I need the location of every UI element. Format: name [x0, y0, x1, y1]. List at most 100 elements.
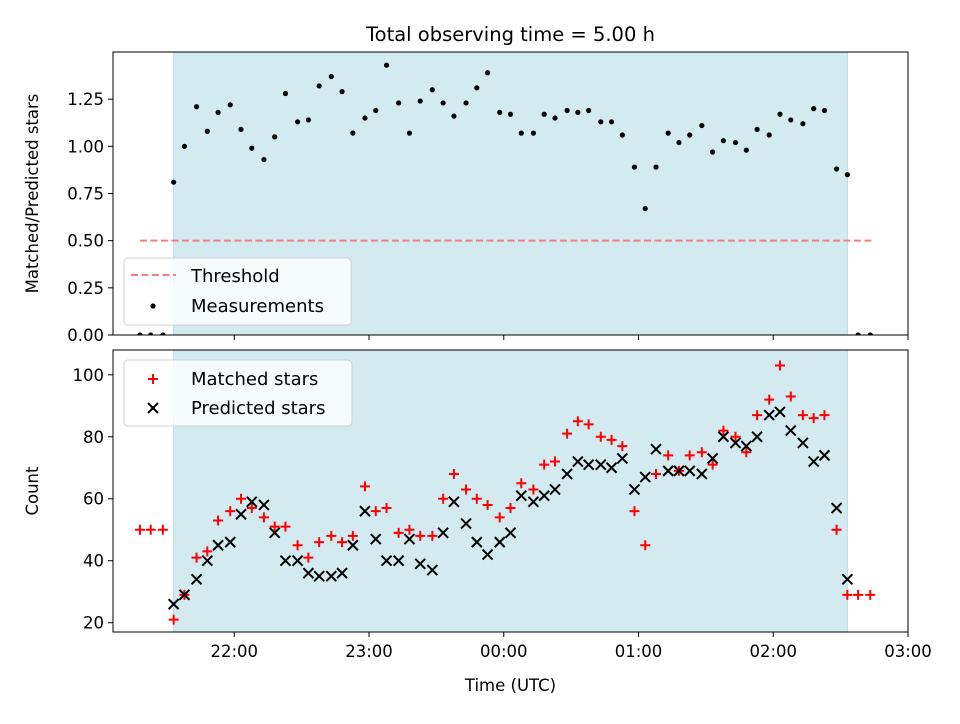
legend: Threshold Measurements — [123, 257, 352, 326]
measurement-point — [833, 166, 840, 172]
predicted-star-point — [481, 548, 494, 561]
measurement-point — [148, 332, 154, 335]
matched-star-point — [202, 546, 213, 557]
matched-star-point — [157, 524, 168, 535]
measurement-point — [440, 100, 446, 106]
matched-star-point — [764, 394, 775, 405]
legend-matched-swatch — [148, 374, 158, 384]
matched-star-point — [865, 589, 876, 600]
predicted-star-point — [582, 458, 595, 471]
matched-star-point — [404, 524, 415, 535]
matched-star-point — [246, 503, 257, 514]
legend-box — [123, 257, 352, 326]
measurement-point — [362, 115, 368, 121]
measurement-point — [653, 164, 659, 170]
matched-star-point — [381, 503, 392, 514]
chart-title: Total observing time = 5.00 h — [365, 23, 655, 46]
matched-star-point — [359, 481, 370, 492]
predicted-star-point — [774, 406, 786, 418]
measurement-point — [282, 90, 289, 97]
y-tick-label: 0.00 — [67, 326, 104, 345]
series-predicted-stars — [167, 406, 854, 610]
matched-star-point — [696, 447, 707, 458]
y-tick-label: 20 — [83, 614, 104, 633]
matched-star-point — [269, 521, 280, 532]
axes-frame — [112, 349, 909, 633]
measurement-point — [710, 149, 716, 155]
matched-star-point — [831, 524, 842, 535]
y-tick-label: 100 — [73, 366, 105, 385]
matched-star-point — [562, 428, 573, 439]
measurement-point — [339, 89, 345, 95]
measurement-point — [429, 87, 435, 93]
matched-star-point — [752, 410, 763, 421]
measurement-point — [406, 130, 413, 136]
measurement-point — [305, 117, 311, 123]
matched-star-point — [516, 478, 527, 489]
matched-star-point — [292, 540, 303, 551]
matched-star-point — [168, 614, 179, 625]
x-tick-label: 00:00 — [480, 642, 528, 661]
matched-star-point — [505, 503, 516, 514]
measurement-point — [484, 70, 491, 76]
measurement-point — [743, 147, 749, 153]
measurement-point — [575, 109, 581, 115]
x-tick-label: 22:00 — [210, 642, 258, 661]
legend-predicted-swatch — [147, 402, 159, 414]
predicted-star-point — [696, 468, 708, 480]
matched-star-point — [819, 410, 830, 421]
predicted-star-point — [785, 424, 797, 437]
measurement-point — [552, 115, 558, 121]
predicted-star-point — [347, 539, 359, 551]
measurement-point — [855, 332, 861, 335]
matched-star-point — [684, 450, 695, 461]
predicted-star-point — [515, 489, 527, 502]
predicted-star-point — [178, 589, 191, 601]
x-tick-label: 01:00 — [615, 642, 663, 661]
measurement-point — [687, 132, 693, 138]
y-tick-label: 0.75 — [67, 185, 104, 204]
measurement-point — [754, 126, 760, 132]
measurement-point — [451, 113, 457, 119]
measurement-point — [541, 111, 547, 117]
predicted-star-point — [538, 489, 550, 502]
predicted-star-point — [336, 567, 348, 579]
measurement-point — [720, 138, 726, 144]
matched-star-point — [629, 506, 640, 517]
predicted-star-point — [595, 458, 607, 471]
matched-star-point — [774, 360, 785, 371]
matched-star-point — [595, 431, 606, 442]
matched-star-point — [549, 456, 560, 467]
matched-star-point — [461, 484, 472, 495]
matched-star-point — [415, 530, 426, 541]
predicted-star-point — [650, 443, 662, 455]
matched-star-point — [606, 434, 617, 445]
measurement-point — [181, 143, 188, 149]
matched-star-point — [191, 552, 202, 563]
series-measurements — [137, 62, 873, 335]
matched-star-point — [494, 512, 505, 523]
predicted-star-point — [370, 533, 382, 545]
matched-star-point — [539, 459, 550, 470]
legend-measurements-swatch — [150, 303, 156, 309]
y-tick-label: 0.50 — [67, 232, 104, 251]
predicted-star-point — [235, 508, 247, 520]
bottom-panel: 20 40 60 80 100 22:00 23:00 00:00 01:00 02:00 03:0… — [23, 349, 932, 695]
y-tick-label: 60 — [83, 490, 104, 509]
matched-star-point — [797, 410, 808, 421]
predicted-star-point — [527, 496, 540, 508]
measurement-point — [396, 100, 402, 106]
x-tick-label: 23:00 — [345, 642, 393, 661]
matched-star-point — [572, 416, 583, 427]
predicted-star-point — [662, 465, 674, 477]
measurement-point — [665, 130, 671, 136]
measurement-point — [800, 121, 806, 127]
predicted-star-point — [549, 483, 561, 496]
predicted-star-point — [302, 567, 315, 579]
predicted-star-point — [190, 573, 203, 586]
x-tick-label: 02:00 — [749, 642, 797, 661]
predicted-star-point — [639, 471, 651, 483]
predicted-star-point — [359, 505, 371, 517]
matched-star-point — [280, 521, 291, 532]
y-tick-label: 1.25 — [67, 90, 104, 109]
